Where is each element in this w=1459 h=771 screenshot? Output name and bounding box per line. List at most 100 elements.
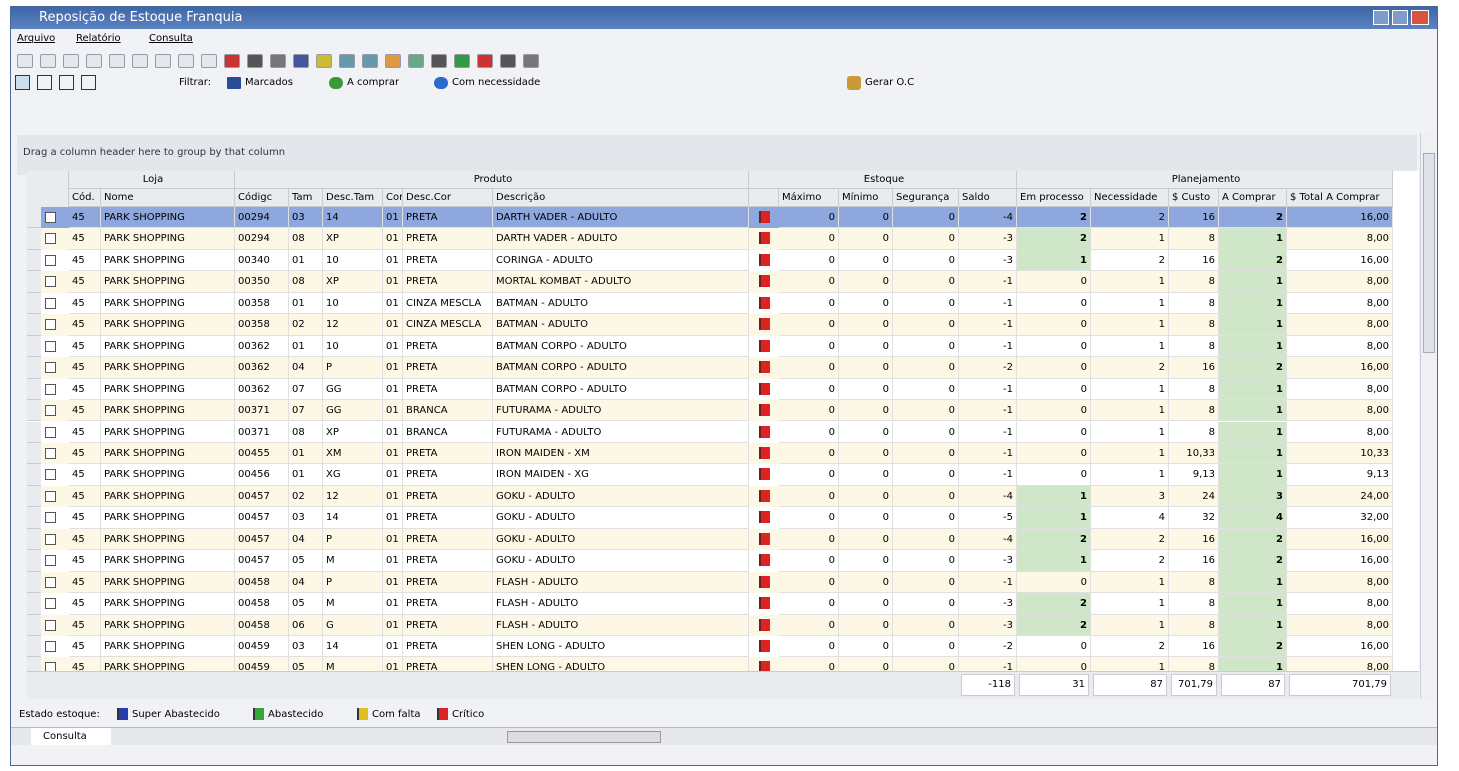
grid-row[interactable]: 45 PARK SHOPPING 00358 02 12 01 CINZA MESCLA BA… <box>27 314 1393 336</box>
column-header[interactable]: Segurança <box>893 189 959 207</box>
row-checkbox[interactable] <box>45 254 56 266</box>
grid-row[interactable]: 45 PARK SHOPPING 00358 01 10 01 CINZA MESCLA BA… <box>27 292 1393 315</box>
grid-row[interactable]: 45 PARK SHOPPING 00371 07 GG 01 BRANCA FUTURAMA… <box>27 400 1393 422</box>
toolbar-button[interactable] <box>17 54 33 68</box>
column-header[interactable]: Nome <box>101 189 235 207</box>
grid-row[interactable]: 45 PARK SHOPPING 00294 03 14 01 PRETA DARTH VAD… <box>27 207 1393 229</box>
row-checkbox[interactable] <box>45 276 56 288</box>
row-checkbox[interactable] <box>45 212 56 223</box>
grid-row[interactable]: 45 PARK SHOPPING 00350 08 XP 01 PRETA MORTAL KO… <box>27 271 1393 293</box>
row-checkbox[interactable] <box>45 555 56 567</box>
view-button[interactable] <box>37 75 52 90</box>
filter-option[interactable]: Com necessidade <box>452 77 541 88</box>
grid-row[interactable]: 45 PARK SHOPPING 00457 03 14 01 PRETA GOKU - AD… <box>27 507 1393 529</box>
grid-row[interactable]: 45 PARK SHOPPING 00362 04 P 01 PRETA BATMAN COR… <box>27 357 1393 379</box>
scrollbar[interactable] <box>1420 133 1437 699</box>
grid-row[interactable]: 45 PARK SHOPPING 00457 05 M 01 PRETA GOKU - ADU… <box>27 550 1393 572</box>
toolbar-button[interactable] <box>362 54 378 68</box>
menu-item[interactable]: Relatório <box>76 33 121 44</box>
column-header[interactable]: $ Custo <box>1169 189 1219 207</box>
row-checkbox[interactable] <box>45 641 56 652</box>
grid-row[interactable]: 45 PARK SHOPPING 00459 05 M 01 PRETA SHEN LONG … <box>27 657 1393 671</box>
toolbar-button[interactable] <box>293 54 309 68</box>
grid-row[interactable]: 45 PARK SHOPPING 00458 04 P 01 PRETA FLASH - AD… <box>27 571 1393 594</box>
toolbar-button[interactable] <box>500 54 516 68</box>
row-checkbox[interactable] <box>45 619 56 631</box>
column-header[interactable]: Desc.Cor <box>403 189 493 207</box>
row-checkbox[interactable] <box>45 598 56 610</box>
grid-row[interactable]: 45 PARK SHOPPING 00456 01 XG 01 PRETA IRON MAID… <box>27 464 1393 486</box>
column-header[interactable]: Descrição <box>493 189 749 207</box>
toolbar-button[interactable] <box>109 54 125 68</box>
row-checkbox[interactable] <box>45 405 56 417</box>
grid-row[interactable]: 45 PARK SHOPPING 00459 03 14 01 PRETA SHEN LONG… <box>27 636 1393 658</box>
toolbar-button[interactable] <box>63 54 79 68</box>
row-checkbox[interactable] <box>45 533 56 545</box>
toolbar-button[interactable] <box>385 54 401 68</box>
row-checkbox[interactable] <box>45 362 56 374</box>
row-checkbox[interactable] <box>45 662 56 671</box>
column-header[interactable]: Em processo <box>1017 189 1091 207</box>
toolbar-button[interactable] <box>431 54 447 68</box>
column-header[interactable]: Saldo <box>959 189 1017 207</box>
row-checkbox[interactable] <box>45 383 56 395</box>
scroll-thumb[interactable] <box>1423 153 1435 353</box>
column-header[interactable]: $ Total A Comprar <box>1287 189 1393 207</box>
row-checkbox[interactable] <box>45 319 56 331</box>
toolbar-button[interactable] <box>201 54 217 68</box>
grid-row[interactable]: 45 PARK SHOPPING 00362 07 GG 01 PRETA BATMAN CO… <box>27 378 1393 401</box>
row-checkbox[interactable] <box>45 297 56 309</box>
filter-option[interactable]: Marcados <box>245 77 293 88</box>
toolbar-button[interactable] <box>523 54 539 68</box>
menu-item[interactable]: Arquivo <box>17 33 56 44</box>
grid-row[interactable]: 45 PARK SHOPPING 00340 01 10 01 PRETA CORINGA -… <box>27 249 1393 272</box>
toolbar-button[interactable] <box>40 54 56 68</box>
toolbar-button[interactable] <box>247 54 263 68</box>
column-header[interactable]: Desc.Tam <box>323 189 383 207</box>
row-checkbox[interactable] <box>45 447 56 459</box>
status-tab[interactable]: Consulta <box>31 728 111 745</box>
toolbar-button[interactable] <box>316 54 332 68</box>
row-checkbox[interactable] <box>45 340 56 352</box>
toolbar-button[interactable] <box>132 54 148 68</box>
grid-row[interactable]: 45 PARK SHOPPING 00457 04 P 01 PRETA GOKU - ADU… <box>27 528 1393 551</box>
column-header[interactable]: Tam <box>289 189 323 207</box>
column-header[interactable]: Cód. <box>69 189 101 207</box>
row-checkbox[interactable] <box>45 469 56 481</box>
toolbar-button[interactable] <box>155 54 171 68</box>
column-header[interactable]: A Comprar <box>1219 189 1287 207</box>
row-checkbox[interactable] <box>45 512 56 524</box>
close-button[interactable] <box>1411 10 1429 25</box>
grid-row[interactable]: 45 PARK SHOPPING 00362 01 10 01 PRETA BATMAN CO… <box>27 335 1393 358</box>
minimize-button[interactable] <box>1373 10 1389 25</box>
grid-row[interactable]: 45 PARK SHOPPING 00371 08 XP 01 BRANCA FUTURAMA… <box>27 421 1393 443</box>
toolbar-button[interactable] <box>86 54 102 68</box>
toolbar-button[interactable] <box>477 54 493 68</box>
menu-item[interactable]: Consulta <box>149 33 193 44</box>
row-checkbox[interactable] <box>45 490 56 502</box>
filter-option[interactable]: A comprar <box>347 77 400 88</box>
toolbar-button[interactable] <box>270 54 286 68</box>
toolbar-button[interactable] <box>224 54 240 68</box>
view-button[interactable] <box>15 75 30 90</box>
grid-row[interactable]: 45 PARK SHOPPING 00455 01 XM 01 PRETA IRON MAID… <box>27 442 1393 465</box>
column-header[interactable]: Mínimo <box>839 189 893 207</box>
column-header[interactable]: Máximo <box>779 189 839 207</box>
column-header[interactable]: Necessidade <box>1091 189 1169 207</box>
column-header[interactable]: Cor <box>383 189 403 207</box>
view-button[interactable] <box>81 75 96 90</box>
view-button[interactable] <box>59 75 74 90</box>
toolbar-button[interactable] <box>408 54 424 68</box>
maximize-button[interactable] <box>1392 10 1408 25</box>
toolbar-button[interactable] <box>339 54 355 68</box>
row-checkbox[interactable] <box>45 233 56 245</box>
toolbar-button[interactable] <box>178 54 194 68</box>
grid-row[interactable]: 45 PARK SHOPPING 00457 02 12 01 PRETA GOKU - AD… <box>27 485 1393 508</box>
action-button[interactable]: Gerar O.C <box>865 77 915 88</box>
grid-row[interactable]: 45 PARK SHOPPING 00294 08 XP 01 PRETA DARTH VAD… <box>27 228 1393 250</box>
grid-row[interactable]: 45 PARK SHOPPING 00458 06 G 01 PRETA FLASH - AD… <box>27 614 1393 636</box>
column-header[interactable]: Códigc <box>235 189 289 207</box>
row-checkbox[interactable] <box>45 426 56 438</box>
grid-row[interactable]: 45 PARK SHOPPING 00458 05 M 01 PRETA FLASH - AD… <box>27 593 1393 615</box>
row-checkbox[interactable] <box>45 576 56 588</box>
